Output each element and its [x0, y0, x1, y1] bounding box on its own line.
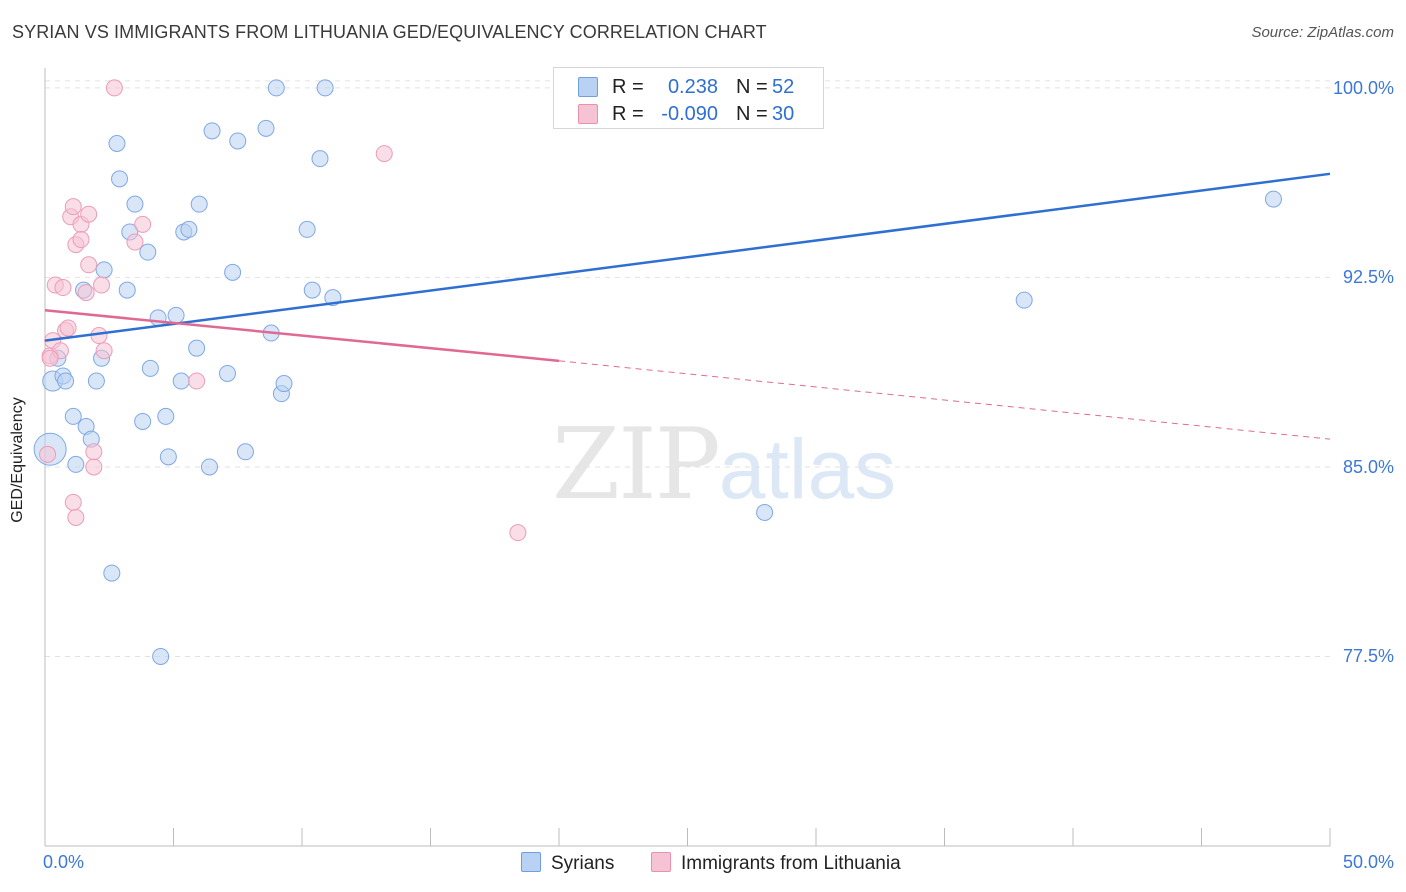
chart-title: SYRIAN VS IMMIGRANTS FROM LITHUANIA GED/…: [12, 22, 767, 42]
syrian-point-10: [87, 372, 105, 390]
syrian-point-31: [190, 195, 208, 213]
lithuania-point-10: [64, 493, 82, 511]
lithuania-point-14: [72, 231, 90, 249]
syrian-point-46: [316, 79, 334, 97]
syrian-point-32: [200, 458, 218, 476]
x-tick-label-min: 0.0%: [43, 852, 85, 872]
lithuania-point-9: [64, 198, 82, 216]
watermark: ZIPatlas: [552, 408, 896, 522]
syrian-point-25: [159, 448, 177, 466]
syrian-point-50: [1015, 291, 1033, 309]
trend-line-1: [44, 309, 560, 363]
syrians-swatch: [578, 77, 598, 97]
syrian-point-49: [756, 503, 774, 521]
lithuania-point-0: [39, 445, 57, 463]
syrian-point-13: [103, 564, 121, 582]
syrian-point-23: [152, 647, 170, 665]
n-label: N =: [736, 76, 768, 98]
syrian-point-44: [303, 281, 321, 299]
r-value: -0.090: [661, 103, 718, 125]
lithuania-swatch: [578, 104, 598, 124]
syrian-point-34: [218, 364, 236, 382]
trend-line-0: [44, 172, 1331, 342]
syrian-point-19: [134, 412, 152, 430]
lithuania-point-25: [134, 215, 152, 233]
syrian-point-38: [257, 119, 275, 137]
syrian-point-29: [180, 220, 198, 238]
legend-row-lithuania: R = -0.090 N = 30: [554, 101, 823, 129]
source-label: Source: ZipAtlas.com: [1251, 24, 1394, 41]
legend-row-syrians: R = 0.238 N = 52: [554, 74, 823, 102]
watermark-atlas: atlas: [718, 422, 897, 516]
y-tick-label-0: 77.5%: [1342, 646, 1394, 667]
syrians-legend-label: Syrians: [551, 853, 615, 874]
legend-item-lithuania: Immigrants from Lithuania: [651, 852, 901, 875]
lithuania-point-12: [67, 508, 85, 526]
trend-lines: [44, 172, 1331, 440]
syrian-point-36: [229, 132, 247, 150]
syrian-point-18: [126, 195, 144, 213]
syrian-point-45: [311, 150, 329, 168]
syrian-point-33: [203, 122, 221, 140]
lithuania-point-27: [375, 145, 393, 163]
syrian-point-37: [236, 443, 254, 461]
lithuania-point-7: [59, 319, 77, 337]
syrians-legend-swatch: [521, 852, 541, 872]
correlation-legend: R = 0.238 N = 52 R = -0.090 N = 30: [553, 67, 824, 129]
syrian-point-22: [149, 309, 167, 327]
syrian-point-30: [188, 339, 206, 357]
lithuania-legend-label: Immigrants from Lithuania: [681, 853, 901, 874]
syrian-point-15: [111, 170, 129, 188]
syrian-point-43: [298, 220, 316, 238]
syrian-point-21: [141, 359, 159, 377]
n-value: 52: [772, 76, 795, 98]
syrian-point-51: [1264, 190, 1282, 208]
syrian-point-14: [108, 134, 126, 152]
lithuania-point-5: [54, 279, 72, 297]
syrian-point-40: [267, 79, 285, 97]
r-label: R =: [612, 76, 644, 98]
syrian-point-12: [95, 261, 113, 279]
syrian-point-16: [118, 281, 136, 299]
syrian-point-27: [172, 372, 190, 390]
data-points: [33, 79, 1282, 665]
syrian-point-26: [167, 306, 185, 324]
axes: [44, 68, 1331, 847]
lithuania-point-24: [126, 233, 144, 251]
lithuania-point-23: [105, 79, 123, 97]
trend-line-2: [558, 360, 1331, 440]
y-tick-label-2: 92.5%: [1342, 267, 1394, 288]
syrian-point-42: [275, 375, 293, 393]
lithuania-point-28: [509, 524, 527, 542]
lithuania-point-19: [85, 443, 103, 461]
syrian-point-5: [64, 407, 82, 425]
y-tick-label-3: 100.0%: [1332, 77, 1394, 98]
watermark-zip: ZIP: [552, 408, 721, 522]
syrian-point-6: [67, 455, 85, 473]
x-tick-label-max: 50.0%: [1342, 852, 1394, 872]
syrian-point-20: [139, 243, 157, 261]
lithuania-point-22: [95, 342, 113, 360]
lithuania-point-17: [80, 205, 98, 223]
legend-item-syrians: Syrians: [521, 852, 614, 875]
syrian-point-35: [224, 263, 242, 281]
lithuania-point-26: [188, 372, 206, 390]
n-label: N =: [736, 103, 768, 125]
n-value: 30: [772, 103, 795, 125]
r-value: 0.238: [667, 76, 718, 98]
r-label: R =: [612, 103, 644, 125]
syrian-point-4: [57, 372, 75, 390]
y-tick-label-1: 85.0%: [1342, 456, 1394, 477]
lithuania-point-15: [77, 284, 95, 302]
lithuania-point-18: [85, 458, 103, 476]
lithuania-point-16: [80, 256, 98, 274]
lithuania-point-21: [93, 276, 111, 294]
syrian-point-24: [157, 407, 175, 425]
lithuania-point-29: [41, 349, 59, 367]
lithuania-legend-swatch: [651, 852, 671, 872]
grid-lines: [45, 80, 1330, 657]
